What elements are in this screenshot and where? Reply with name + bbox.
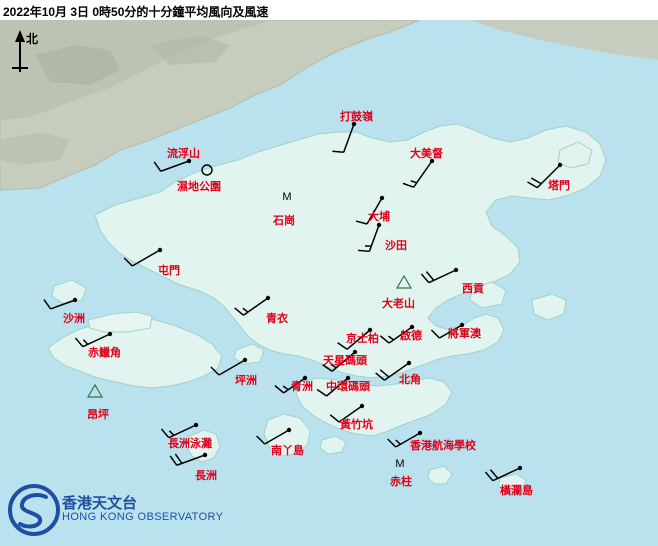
station-label: 啟德 xyxy=(400,330,422,342)
wind-barb-icon xyxy=(379,324,415,344)
title-bar: 2022年10月 3日 0時50分的十分鐘平均風向及風速 xyxy=(0,0,658,20)
wind-barb-icon xyxy=(160,422,199,439)
wind-barb-icon xyxy=(86,383,104,398)
logo-name-en: HONG KONG OBSERVATORY xyxy=(62,511,224,523)
wind-barb-icon xyxy=(420,267,459,284)
north-label: 北 xyxy=(26,32,39,46)
svg-text:M: M xyxy=(395,458,404,470)
wind-barb-icon xyxy=(329,403,365,423)
wind-barb-icon: M xyxy=(395,458,404,470)
wind-barb-icon xyxy=(256,427,292,445)
wind-barb-icon xyxy=(484,465,523,482)
station-label: 橫瀾島 xyxy=(500,485,533,497)
wind-barb-icon xyxy=(153,158,192,172)
wind-barb-icon xyxy=(387,430,423,448)
page-title: 2022年10月 3日 0時50分的十分鐘平均風向及風速 xyxy=(3,5,269,19)
station-label: 長洲泳灘 xyxy=(168,438,212,450)
wind-barb-icon: M xyxy=(282,191,291,203)
station-label: 青洲 xyxy=(291,381,313,393)
wind-barb-icon xyxy=(43,297,78,310)
wind-barb-icon xyxy=(395,274,413,289)
station-label: 香港航海學校 xyxy=(410,440,476,452)
station-label: 坪洲 xyxy=(235,375,257,387)
station-label: 塔門 xyxy=(548,180,570,192)
wind-barb-icon xyxy=(355,195,385,225)
station-label: 天星碼頭 xyxy=(323,355,367,367)
station-label: 赤柱 xyxy=(390,476,412,488)
station-label: 京士柏 xyxy=(346,333,379,345)
station-label: 大老山 xyxy=(382,298,415,310)
station-label: 打鼓嶺 xyxy=(340,111,373,123)
wind-barb-icon xyxy=(316,375,351,397)
station-label: 黃竹坑 xyxy=(340,419,373,431)
wind-barb-icon xyxy=(74,331,113,348)
wind-barb-icon xyxy=(169,452,208,466)
wind-barb-icon xyxy=(322,349,358,372)
wind-barb-icon xyxy=(430,322,465,339)
wind-barb-icon xyxy=(201,164,213,176)
station-label: 石崗 xyxy=(273,215,295,227)
station-label: 昂坪 xyxy=(87,409,109,421)
north-arrow-icon xyxy=(12,30,28,72)
wind-barb-icon xyxy=(357,222,382,253)
wind-barb-icon xyxy=(332,121,357,153)
station-label: 赤鱲角 xyxy=(88,347,121,359)
station-label: 將軍澳 xyxy=(448,328,481,340)
wind-barb-icon xyxy=(402,158,435,188)
wind-barb-icon xyxy=(210,357,248,376)
logo-name-zh: 香港天文台 xyxy=(62,495,138,512)
station-label: 大埔 xyxy=(368,211,390,223)
wind-barb-icon xyxy=(274,375,308,394)
station-label: 濕地公園 xyxy=(177,181,221,193)
station-label: 中環碼頭 xyxy=(326,381,370,393)
wind-barb-icon xyxy=(337,327,373,350)
wind-barb-icon xyxy=(123,247,163,267)
hko-logo-icon xyxy=(8,484,60,536)
station-label: 長洲 xyxy=(195,470,217,482)
station-label: 西貢 xyxy=(462,283,484,295)
station-label: 流浮山 xyxy=(167,148,200,160)
wind-barb-icon xyxy=(234,295,271,316)
station-label: 北角 xyxy=(399,374,421,386)
station-label: 大美督 xyxy=(410,148,443,160)
station-label: 沙洲 xyxy=(63,313,85,325)
svg-text:M: M xyxy=(282,191,291,203)
station-label: 南丫島 xyxy=(271,445,304,457)
wind-barb-icon xyxy=(527,162,563,189)
wind-barb-icon xyxy=(375,360,412,381)
station-label: 屯門 xyxy=(158,265,180,277)
station-label: 青衣 xyxy=(266,313,288,325)
station-label: 沙田 xyxy=(385,240,407,252)
